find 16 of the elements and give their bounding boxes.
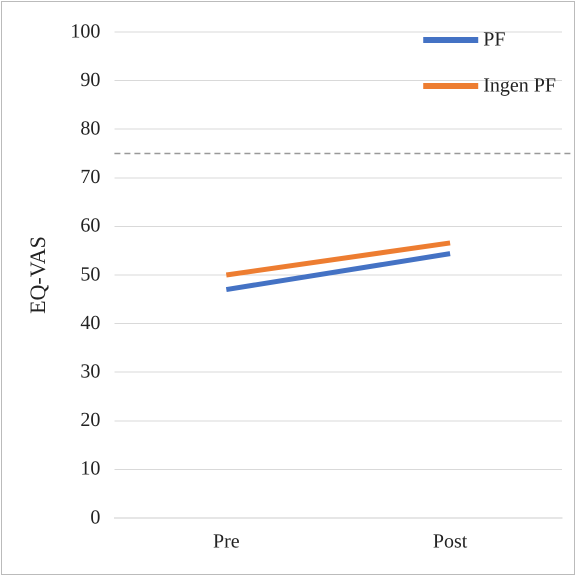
y-tick-label: 10 bbox=[80, 458, 100, 480]
y-tick-label: 50 bbox=[80, 263, 100, 286]
y-tick-label: 60 bbox=[80, 214, 100, 237]
x-tick-label: Pre bbox=[212, 530, 240, 552]
y-tick-label: 0 bbox=[90, 506, 100, 528]
y-tick-label: 40 bbox=[80, 312, 100, 334]
y-tick-label: 70 bbox=[80, 166, 100, 188]
y-tick-label: 80 bbox=[80, 117, 100, 140]
y-tick-label: 90 bbox=[80, 68, 100, 91]
y-tick-label: 100 bbox=[70, 20, 100, 42]
legend-label: PF bbox=[483, 28, 506, 50]
x-tick-label: Post bbox=[432, 530, 468, 552]
y-axis-title: EQ-VAS bbox=[24, 236, 50, 314]
legend-label: Ingen PF bbox=[483, 74, 556, 96]
y-tick-label: 30 bbox=[80, 360, 100, 382]
y-tick-label: 20 bbox=[80, 409, 100, 432]
